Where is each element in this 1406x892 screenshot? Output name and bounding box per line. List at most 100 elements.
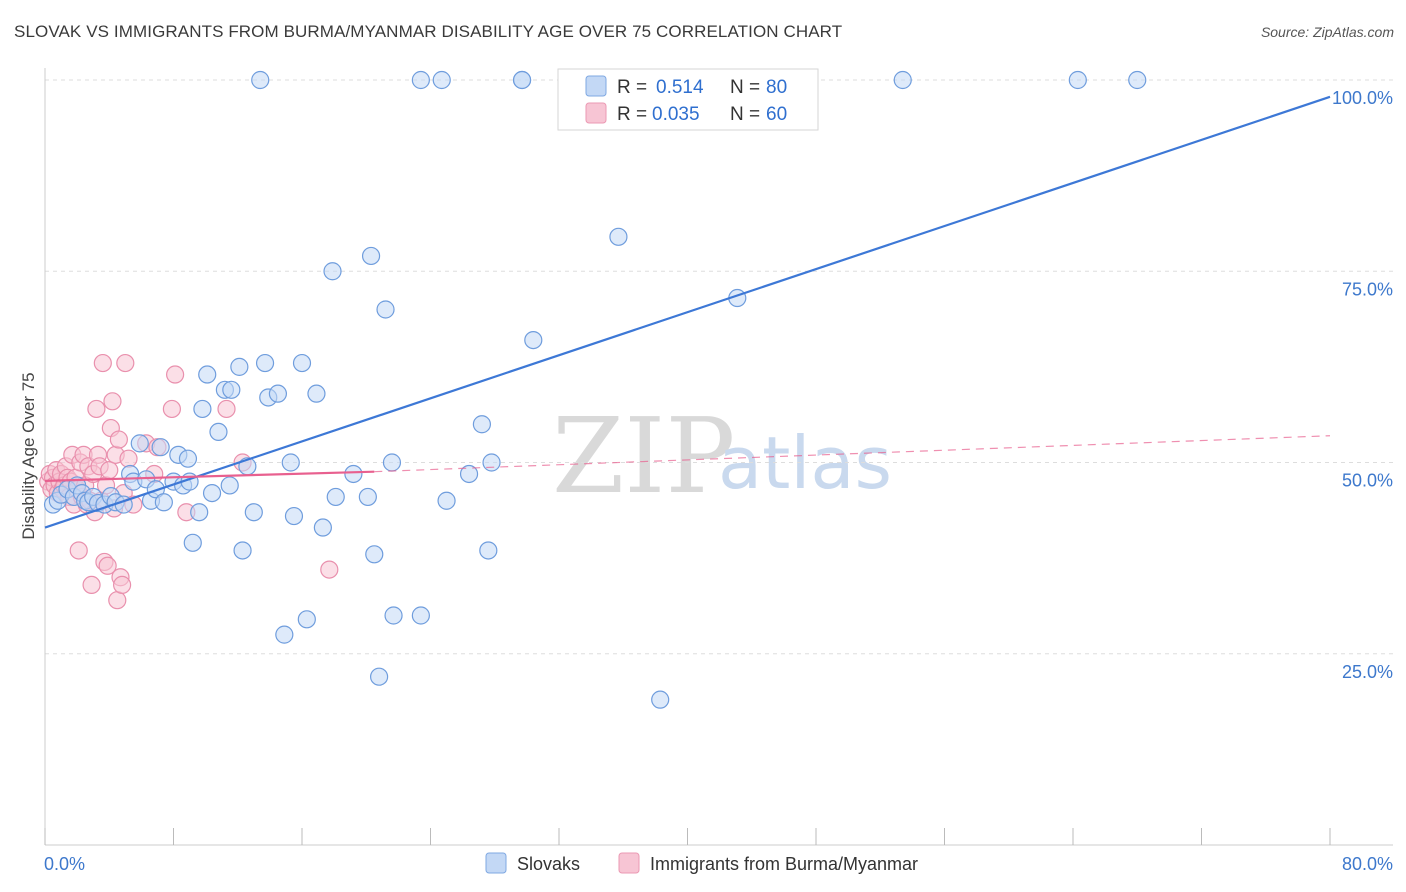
- x-tick-label-min: 0.0%: [44, 854, 85, 874]
- point-slovaks-75: [1068, 70, 1087, 90]
- point-slovaks-62: [432, 70, 451, 90]
- point-immigrants-38: [100, 461, 119, 480]
- point-immigrants-59: [320, 560, 339, 579]
- point-slovaks-78: [411, 70, 430, 90]
- point-immigrants-46: [112, 575, 132, 595]
- legend-swatch-blue: [585, 75, 607, 97]
- legend-n-value-2: 60: [766, 104, 787, 125]
- point-slovaks-33: [209, 422, 228, 441]
- legend-r-value-1: 0.514: [656, 77, 704, 98]
- point-immigrants-34: [93, 353, 112, 373]
- point-slovaks-57: [370, 667, 389, 686]
- point-slovaks-29: [190, 503, 209, 522]
- y-tick-label-100: 100.0%: [1332, 88, 1393, 108]
- y-tick-label-50: 50.0%: [1342, 471, 1393, 491]
- point-immigrants-19: [69, 541, 88, 560]
- point-slovaks-51: [323, 262, 342, 281]
- point-slovaks-58: [376, 300, 395, 319]
- point-slovaks-37: [230, 357, 249, 376]
- point-slovaks-50: [313, 518, 332, 537]
- y-tick-labels: 25.0% 50.0% 75.0% 100.0%: [1332, 88, 1393, 682]
- watermark-zip: ZIP: [552, 395, 735, 517]
- series-legend: Slovaks Immigrants from Burma/Myanmar: [485, 852, 918, 874]
- point-slovaks-65: [472, 415, 491, 434]
- point-slovaks-64: [459, 464, 479, 484]
- y-tick-label-25: 25.0%: [1342, 662, 1393, 682]
- legend-swatch-pink: [585, 102, 607, 124]
- point-slovaks-53: [344, 464, 363, 484]
- point-immigrants-55: [166, 365, 185, 384]
- point-immigrants-43: [108, 591, 127, 610]
- point-slovaks-44: [275, 625, 294, 644]
- legend-n-label-1: N =: [730, 77, 760, 98]
- y-axis-title: Disability Age Over 75: [19, 372, 38, 539]
- point-slovaks-56: [365, 545, 384, 564]
- trend-line-slovaks: [44, 95, 1331, 529]
- point-slovaks-21: [151, 438, 170, 457]
- point-immigrants-57: [217, 399, 236, 419]
- point-slovaks-45: [281, 453, 300, 472]
- point-slovaks-41: [255, 353, 275, 373]
- point-immigrants-40: [103, 392, 122, 411]
- point-immigrants-27: [82, 575, 101, 595]
- legend-r-value-2: 0.035: [652, 104, 700, 125]
- point-slovaks-60: [384, 606, 403, 625]
- point-slovaks-70: [609, 227, 628, 246]
- point-slovaks-55: [361, 246, 381, 266]
- axes: [44, 68, 1393, 846]
- legend-r-label-1: R =: [617, 77, 647, 98]
- point-slovaks-31: [198, 365, 217, 384]
- bottom-legend-swatch-slovaks: [485, 852, 507, 874]
- point-slovaks-26: [178, 449, 198, 468]
- stats-legend: R = 0.514 N = 80 R = 0.035 N = 60: [557, 68, 819, 131]
- source-label: Source: ZipAtlas.com: [1260, 24, 1394, 40]
- point-slovaks-67: [482, 453, 501, 472]
- point-slovaks-49: [307, 384, 326, 403]
- point-slovaks-54: [358, 487, 377, 507]
- point-slovaks-46: [284, 506, 304, 526]
- point-slovaks-74: [893, 70, 912, 90]
- legend-n-label-2: N =: [730, 104, 760, 125]
- series-slovaks-points: [43, 70, 1147, 709]
- chart-title: SLOVAK VS IMMIGRANTS FROM BURMA/MYANMAR …: [14, 22, 843, 41]
- point-slovaks-69: [524, 331, 543, 350]
- bottom-legend-slovaks: Slovaks: [517, 854, 580, 874]
- legend-n-value-1: 80: [766, 77, 787, 98]
- point-slovaks-40: [244, 503, 263, 522]
- point-slovaks-77: [251, 70, 270, 90]
- point-slovaks-17: [130, 434, 149, 453]
- point-slovaks-38: [233, 541, 252, 560]
- point-slovaks-47: [292, 353, 312, 373]
- point-immigrants-49: [119, 449, 138, 468]
- bottom-legend-swatch-immigrants: [618, 852, 640, 874]
- point-slovaks-63: [437, 491, 456, 510]
- y-tick-label-75: 75.0%: [1342, 279, 1393, 299]
- point-slovaks-52: [326, 487, 345, 507]
- point-slovaks-22: [154, 493, 173, 512]
- point-immigrants-54: [162, 399, 181, 419]
- point-slovaks-79: [512, 70, 532, 90]
- point-slovaks-71: [651, 690, 670, 709]
- trend-lines: [44, 95, 1331, 529]
- point-slovaks-59: [382, 453, 402, 472]
- trend-line-immigrants: [44, 470, 375, 482]
- x-tick-label-max: 80.0%: [1342, 854, 1393, 874]
- point-slovaks-76: [1128, 70, 1147, 90]
- point-slovaks-36: [222, 380, 241, 399]
- point-immigrants-37: [98, 556, 117, 575]
- legend-r-label-2: R =: [617, 104, 647, 125]
- point-slovaks-30: [193, 399, 212, 419]
- point-slovaks-28: [183, 533, 202, 552]
- point-slovaks-48: [297, 610, 316, 629]
- point-slovaks-35: [220, 476, 239, 495]
- point-slovaks-43: [268, 384, 288, 403]
- trend-line-immigrants-extended: [374, 435, 1331, 473]
- point-immigrants-48: [116, 353, 135, 373]
- point-slovaks-66: [479, 541, 498, 560]
- point-slovaks-61: [411, 606, 430, 625]
- bottom-legend-immigrants: Immigrants from Burma/Myanmar: [650, 854, 918, 874]
- watermark: ZIP atlas: [552, 395, 892, 517]
- point-slovaks-32: [202, 484, 222, 503]
- point-immigrants-30: [87, 399, 106, 419]
